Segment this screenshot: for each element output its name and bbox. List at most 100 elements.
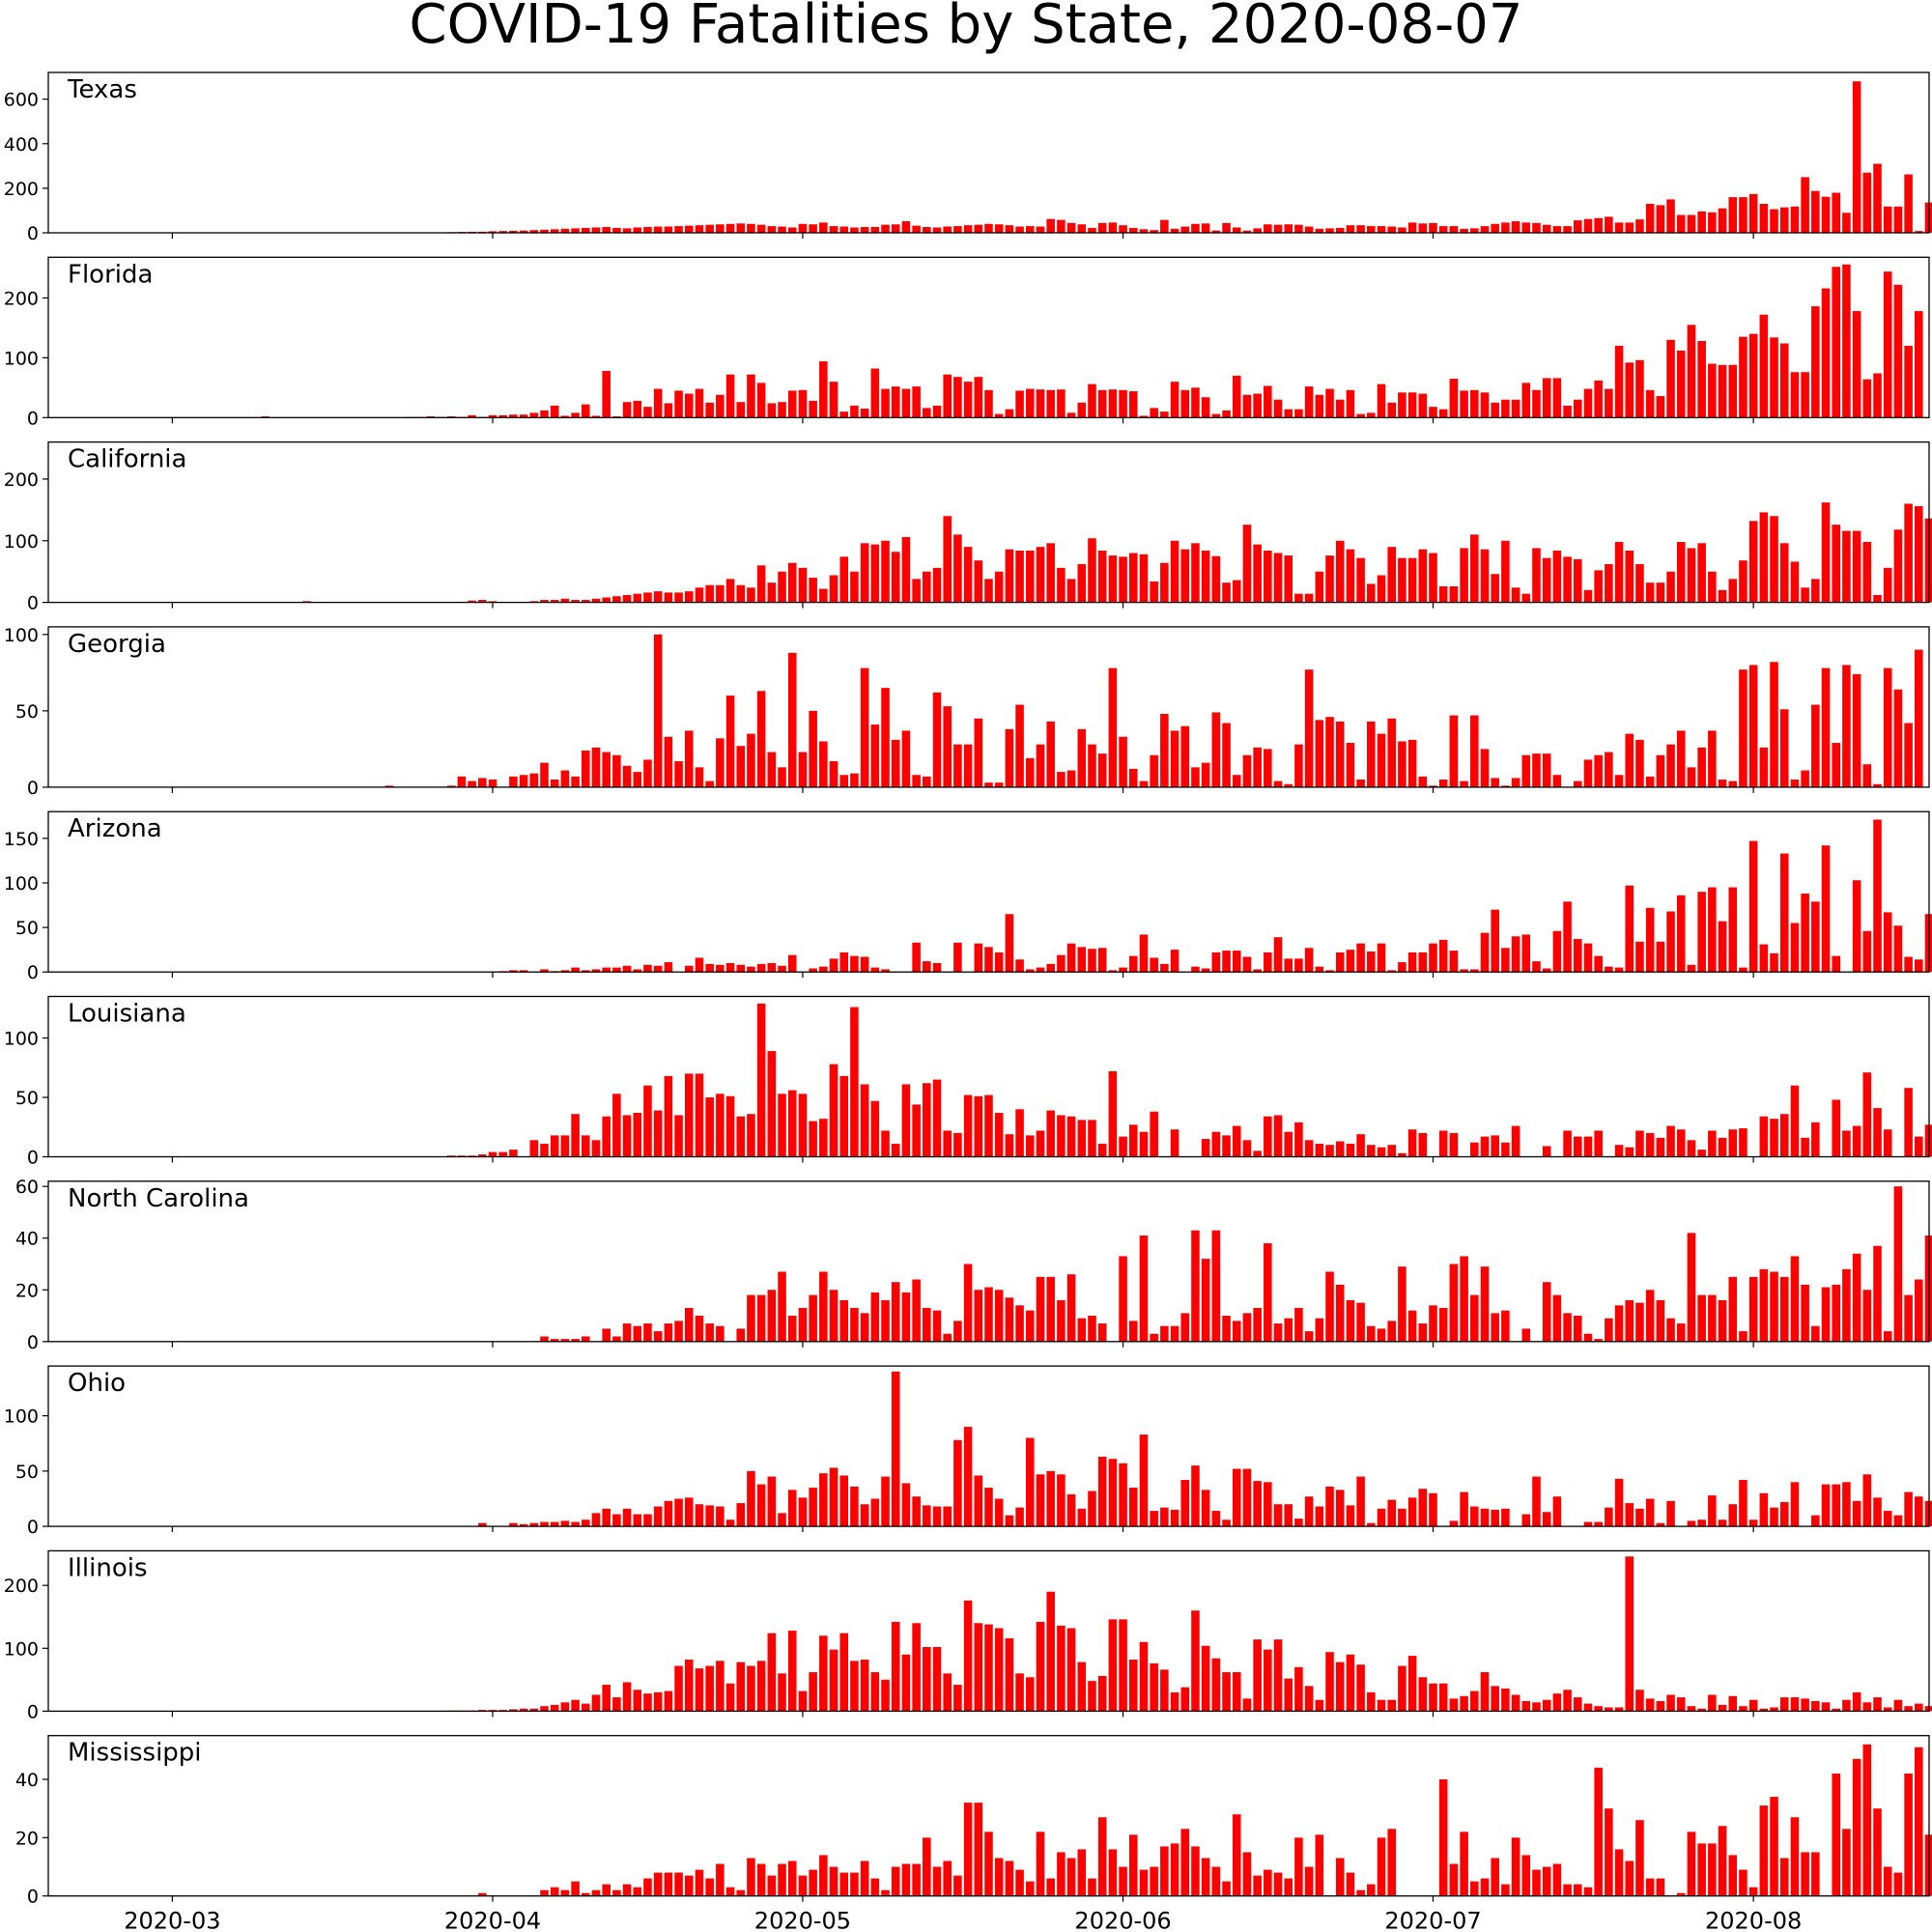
bar (1367, 721, 1376, 787)
bar (1770, 337, 1778, 418)
bar (519, 775, 528, 787)
bar (725, 579, 735, 603)
bar (1418, 1489, 1428, 1527)
bar (1759, 314, 1769, 418)
bar (881, 1476, 890, 1527)
bar (1811, 1515, 1820, 1527)
bar (1728, 1504, 1738, 1527)
bar (1656, 396, 1665, 418)
bar (1563, 556, 1572, 603)
bar (705, 1878, 714, 1896)
bar (891, 1282, 900, 1342)
bar (963, 1264, 973, 1342)
bar (1077, 1120, 1087, 1157)
bar (1097, 1817, 1107, 1896)
bar (1779, 543, 1789, 603)
bar (1273, 1872, 1283, 1896)
bar (1264, 1869, 1272, 1896)
bar (1811, 306, 1820, 418)
bar (1821, 1484, 1831, 1527)
bar (540, 969, 549, 973)
bar (891, 1866, 900, 1896)
bar (1449, 1264, 1459, 1342)
bar (1708, 212, 1717, 233)
bar (1284, 224, 1293, 233)
bar (1438, 226, 1448, 233)
bar (1583, 1333, 1593, 1342)
bar (1697, 747, 1706, 787)
bar (529, 1708, 539, 1712)
bar (1801, 770, 1809, 787)
bar (1097, 1675, 1107, 1712)
bar (1170, 540, 1179, 603)
bar (1563, 1313, 1572, 1342)
bar (767, 1633, 777, 1712)
bar (984, 1488, 993, 1527)
bar (560, 415, 570, 418)
bar (1563, 901, 1572, 973)
bar (1232, 951, 1241, 973)
bar (870, 1672, 880, 1712)
bar (1687, 1706, 1696, 1712)
bar (1728, 579, 1738, 603)
bar (1635, 1130, 1644, 1157)
bar (1367, 1522, 1376, 1527)
bar (550, 1135, 559, 1157)
bar (819, 1635, 828, 1712)
bar (1242, 1468, 1252, 1527)
bar (1656, 1137, 1665, 1157)
bar (787, 562, 797, 603)
bar (1066, 770, 1076, 787)
bar (1697, 341, 1706, 418)
bar (622, 1682, 632, 1712)
y-tick-label: 100 (4, 625, 39, 646)
bar (1377, 1147, 1386, 1157)
bar (1367, 951, 1376, 973)
bar (716, 1325, 724, 1342)
bar (1842, 530, 1851, 603)
bar (664, 1323, 673, 1342)
bar (1708, 363, 1717, 418)
bar (684, 965, 694, 973)
bar (953, 1132, 962, 1157)
bar (1521, 1328, 1531, 1342)
bar (1191, 1846, 1200, 1896)
bar (1904, 1706, 1913, 1712)
bar (1718, 1137, 1727, 1157)
bar (1150, 1511, 1158, 1527)
bar (1139, 1435, 1149, 1527)
bar (1026, 1677, 1035, 1712)
bar (1614, 345, 1624, 418)
bar (716, 738, 724, 787)
bar (519, 414, 528, 418)
bar (1387, 1145, 1396, 1157)
bar (1883, 912, 1892, 973)
bar (1015, 1507, 1024, 1527)
bars-mississippi (478, 1744, 1932, 1896)
bar (767, 1476, 777, 1527)
bar (809, 1869, 817, 1896)
bar (963, 744, 973, 787)
bar (1191, 543, 1200, 603)
bar (1893, 1872, 1903, 1896)
bar (974, 1290, 983, 1342)
bar (778, 1271, 786, 1342)
bar (509, 1150, 518, 1157)
bar (1666, 1500, 1675, 1527)
bar (1294, 1122, 1303, 1157)
bar (1521, 1855, 1531, 1896)
bar (819, 1119, 828, 1157)
bar (1046, 543, 1055, 603)
bar (1873, 1697, 1882, 1712)
bar (1759, 1268, 1769, 1342)
bar (953, 1875, 962, 1896)
bar (1728, 197, 1738, 233)
bar (1418, 1323, 1428, 1342)
bar (591, 1513, 601, 1527)
bar (1521, 934, 1531, 973)
bar (1574, 1697, 1582, 1712)
bar (1304, 669, 1314, 787)
bar (1491, 402, 1499, 418)
chart-title: COVID-19 Fatalities by State, 2020-08-07 (410, 0, 1523, 56)
bar (725, 1095, 735, 1157)
